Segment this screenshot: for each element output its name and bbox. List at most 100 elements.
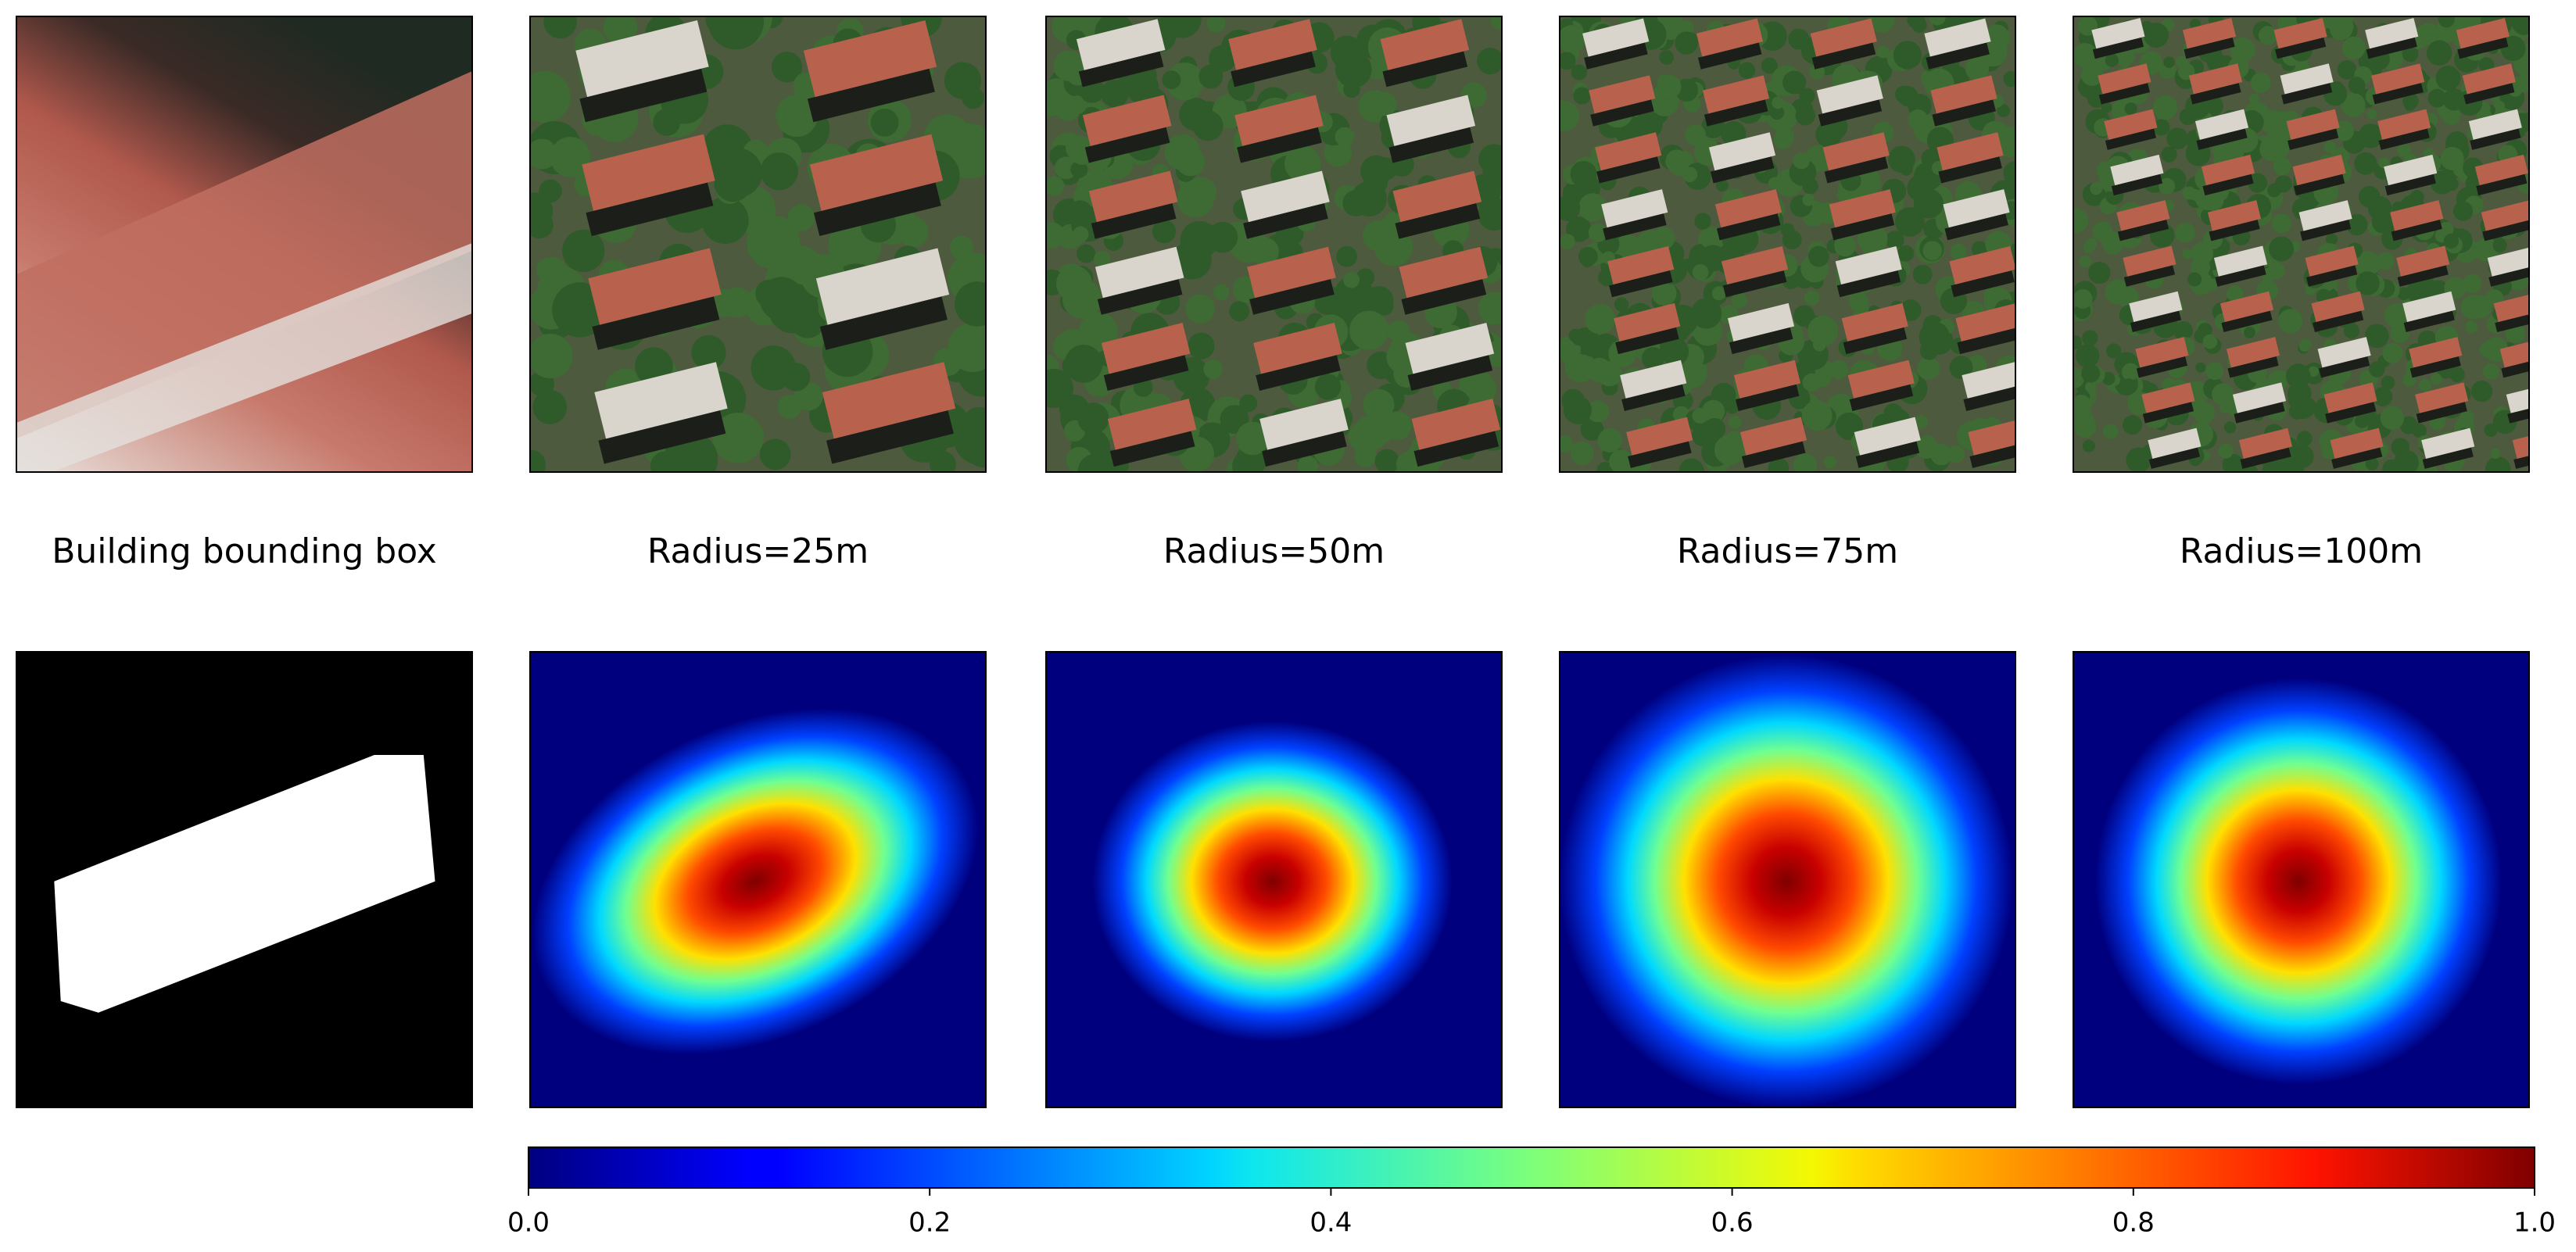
colorbar-axis: 0.0 0.2 0.4 0.6 0.8 1.0: [507, 1188, 2556, 1239]
tree: [2402, 45, 2419, 63]
tree: [1192, 110, 1224, 141]
roof: [1708, 132, 1776, 171]
frame: [16, 651, 473, 1108]
tick-label: 0.6: [1711, 1207, 1754, 1239]
roof: [1829, 189, 1896, 228]
roof: [1847, 360, 1915, 399]
tree: [948, 322, 986, 372]
tree: [870, 108, 899, 137]
tree: [2399, 416, 2418, 435]
tree: [2173, 320, 2194, 341]
tree: [2106, 343, 2122, 359]
tree: [1573, 87, 1591, 105]
shadow: [2209, 220, 2260, 241]
tree: [536, 257, 561, 282]
shadow: [1401, 279, 1487, 315]
tree: [2073, 208, 2089, 234]
shadow: [1382, 51, 1468, 88]
shadow: [2422, 447, 2474, 469]
roof: [1582, 18, 1650, 57]
tree: [1284, 145, 1321, 182]
tree: [1659, 50, 1675, 65]
tree: [2460, 410, 2474, 425]
tree: [2195, 362, 2206, 373]
tree: [1915, 415, 1929, 429]
roof: [1854, 417, 1921, 456]
shadow: [1938, 156, 2002, 184]
tree: [1570, 160, 1597, 188]
roof: [1386, 95, 1476, 146]
shadow: [1603, 213, 1667, 241]
tree: [1046, 176, 1065, 196]
tree: [1377, 223, 1399, 245]
tree: [1829, 360, 1849, 380]
tree: [1581, 337, 1601, 357]
tree: [1700, 245, 1727, 272]
tree: [714, 163, 752, 202]
shadow: [1590, 99, 1654, 127]
roof: [1620, 360, 1687, 399]
roof: [1816, 75, 1883, 114]
roof: [1955, 302, 2015, 342]
tree: [1062, 279, 1102, 319]
tree: [1375, 157, 1398, 181]
shadow: [2501, 356, 2529, 378]
shadow: [1697, 42, 1762, 70]
tree: [1809, 64, 1825, 80]
tree: [2462, 274, 2482, 294]
roof: [2129, 291, 2183, 323]
tree: [2513, 56, 2529, 75]
roof: [1721, 245, 1789, 285]
shadow: [2275, 37, 2327, 59]
tree: [2123, 415, 2143, 435]
roof: [1607, 245, 1675, 285]
roof: [575, 20, 709, 98]
tree: [1077, 402, 1109, 435]
tree: [2438, 221, 2454, 238]
tick-label: 1.0: [2513, 1207, 2556, 1239]
shadow: [1621, 384, 1686, 412]
panel-label: Radius=100m: [2180, 531, 2423, 571]
tree: [1694, 213, 1711, 230]
roof: [2365, 17, 2419, 49]
tree: [2492, 238, 2507, 253]
tree: [2273, 157, 2291, 176]
roof: [1411, 399, 1501, 450]
shadow: [1243, 202, 1328, 239]
shadow: [2397, 265, 2449, 287]
tree: [1206, 221, 1238, 253]
tree: [1364, 286, 1394, 316]
shadow: [2240, 447, 2291, 469]
tree: [530, 211, 554, 239]
tree: [2073, 42, 2098, 68]
shadow: [2092, 37, 2144, 59]
tree: [1793, 152, 1810, 170]
tree: [1761, 57, 1778, 74]
tree: [2278, 309, 2303, 334]
tree: [1949, 356, 1973, 380]
tree: [1930, 443, 1953, 466]
tree: [2198, 322, 2212, 338]
shadow: [2495, 310, 2529, 333]
shadow: [2142, 402, 2194, 424]
tree: [2356, 271, 2380, 295]
roof: [1399, 246, 1489, 299]
tree: [1053, 50, 1084, 81]
tree: [1164, 134, 1201, 170]
shadow: [2221, 310, 2273, 333]
tree: [2105, 53, 2119, 67]
tree: [2259, 136, 2284, 162]
tree: [1478, 197, 1502, 231]
tree: [2470, 380, 2493, 402]
tree: [2003, 161, 2015, 185]
shadow: [2476, 173, 2528, 196]
tree: [2102, 424, 2119, 439]
roof: [2123, 245, 2177, 277]
panel-label: Radius=25m: [647, 531, 869, 571]
roof: [2456, 17, 2510, 49]
shadow: [2111, 173, 2163, 196]
tick-label: 0.0: [507, 1207, 550, 1239]
roof: [2512, 427, 2529, 459]
shadow: [2470, 128, 2521, 150]
